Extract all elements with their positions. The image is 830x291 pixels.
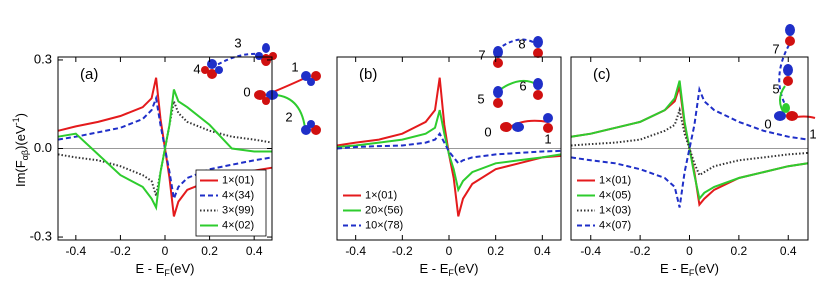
inset-label: 5 [477,91,484,106]
inset-label: 1 [291,59,298,74]
x-axis-label: E - EF(eV) [660,261,719,278]
legend-label: 1×(01) [599,174,631,186]
x-tick-label: -0.4 [345,244,366,258]
x-tick-label: -0.2 [630,244,651,258]
x-tick-label: 0 [162,244,169,258]
inset-label: 7 [478,47,485,62]
x-tick-label: 0 [446,244,453,258]
x-axis-label-sub: F [448,268,454,278]
panel: -0.4 -0.2 0 0.2 0.4 (b) E - EF(eV) 1×(01) 20×(56… [336,36,562,278]
inset-label: 0 [243,84,250,99]
panel-label: (a) [80,66,98,83]
legend-label: 1×(01) [365,189,397,201]
inset-label: 0 [764,116,771,131]
plot-frame [336,56,562,241]
x-tick-label: -0.2 [392,244,413,258]
x-axis-label-part: E - E [660,261,689,276]
x-tick-label: 0.4 [246,244,263,258]
x-axis-label-sub: F [164,268,170,278]
inset-label: 1 [544,131,551,146]
inset-label: 4 [193,61,200,76]
x-tick-label: -0.4 [65,244,86,258]
x-tick-label: 0.4 [780,244,797,258]
y-tick-label: 0.0 [34,140,52,155]
y-tick-label: 0.3 [34,51,52,66]
legend-label: 4×(02) [222,219,254,231]
legend-label: 1×(03) [599,204,631,216]
y-tick-label: -0.3 [30,228,52,243]
x-axis-label: E - EF(eV) [420,261,479,278]
x-tick-label: 0.4 [534,244,551,258]
inset-label: 5 [772,81,779,96]
inset-label: 0 [484,124,491,139]
x-tick-label: -0.2 [110,244,131,258]
y-axis-label: Im(Fαβ)(eV-1) [11,113,30,187]
x-tick-label: 0 [686,244,693,258]
panel-label: (c) [593,66,611,83]
inset-label: 6 [519,78,526,93]
legend-label: 10×(78) [365,219,403,231]
x-axis-label-part: (eV) [170,261,195,276]
x-axis-label-part: E - E [136,261,165,276]
legend-label: 3×(99) [222,204,254,216]
panel-label: (b) [359,66,377,83]
x-tick-label: 0.2 [487,244,504,258]
plot-frame [57,56,273,241]
series-line [57,89,272,211]
x-tick-label: -0.4 [580,244,601,258]
molecule-insets [201,24,816,135]
x-tick-label: 0.2 [201,244,218,258]
legend-label: 4×(07) [599,219,631,231]
series-line [570,106,809,177]
legend-label: 4×(34) [222,189,254,201]
legend-label: 4×(05) [599,189,631,201]
plot-frame [570,56,809,241]
x-axis-label-part: (eV) [694,261,719,276]
panel: -0.4 -0.2 0 0.2 0.4 -0.3 0.0 0.3 (a) E - EF(eV) 1×… [30,35,299,278]
series-line [336,109,562,193]
legend-label: 1×(01) [222,174,254,186]
series-line [336,131,562,165]
inset-label: 3 [234,35,241,50]
x-axis-label-sub: F [689,268,695,278]
inset-label: 8 [518,36,525,51]
x-axis-label: E - EF(eV) [136,261,195,278]
x-axis-label-part: E - E [420,261,449,276]
inset-label: 7 [772,41,779,56]
series-line [570,85,809,208]
inset-label: 1 [809,126,816,141]
legend-label: 20×(56) [365,204,403,216]
x-axis-label-part: (eV) [454,261,479,276]
panel: -0.4 -0.2 0 0.2 0.4 (c) E - EF(eV) 1×(01) 4×(05)… [570,41,817,278]
inset-label: 2 [285,109,292,124]
x-tick-label: 0.2 [731,244,748,258]
